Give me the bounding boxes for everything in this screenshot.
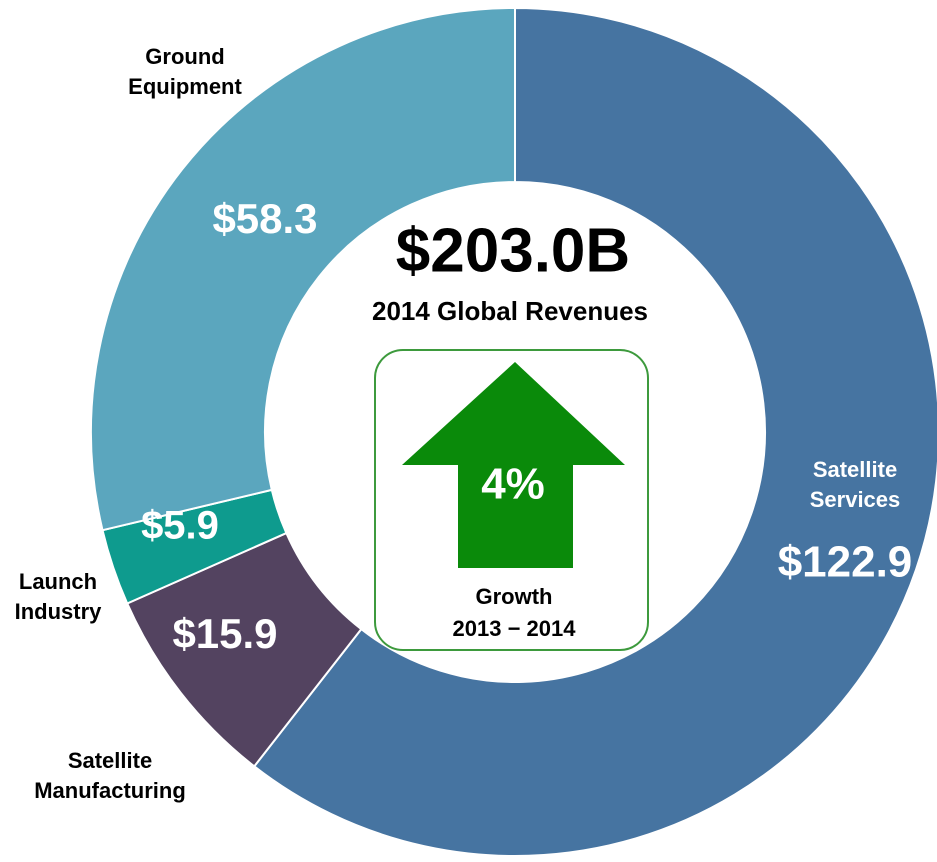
- slice-label: Ground Equipment: [128, 44, 242, 99]
- donut: [90, 6, 937, 857]
- value-label: $15.9: [172, 610, 277, 657]
- growth-value: 4%: [481, 460, 545, 509]
- chart-title: $203.0B: [396, 216, 630, 285]
- value-label: $122.9: [778, 538, 913, 587]
- growth-period: 2013 − 2014: [453, 616, 577, 641]
- slice-label: Satellite Services: [810, 457, 901, 512]
- slice: [90, 6, 516, 532]
- value-label: $58.3: [212, 195, 317, 242]
- growth-label: Growth: [476, 584, 553, 609]
- slice: [252, 6, 937, 857]
- value-label: $5.9: [141, 504, 219, 548]
- slice-label: Launch Industry: [15, 569, 103, 624]
- growth-arrow: [402, 362, 625, 568]
- chart-subtitle: 2014 Global Revenues: [372, 296, 648, 326]
- slice-label: Satellite Manufacturing: [34, 748, 186, 803]
